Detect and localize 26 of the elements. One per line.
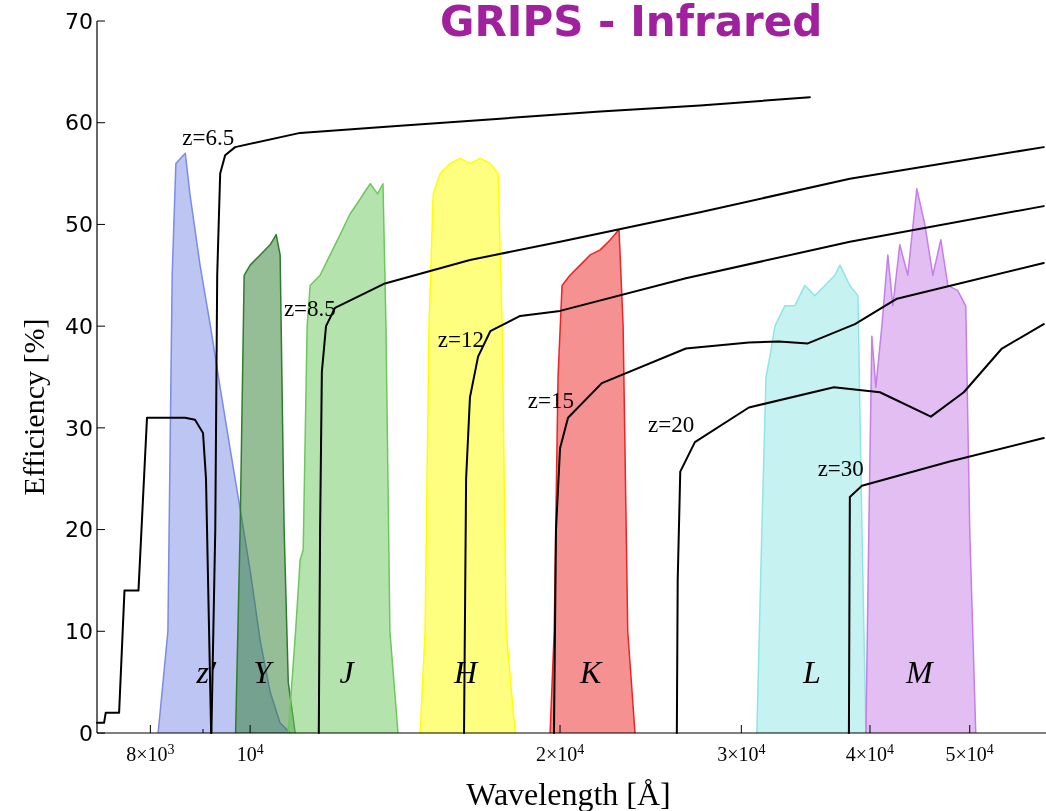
series-label: z=12	[437, 326, 484, 352]
series-label: K	[578, 654, 603, 690]
y-tick-label: 10	[65, 618, 93, 644]
x-tick-label: 5×10$^{4}$	[945, 741, 994, 765]
x-tick-label: 4×10$^{4}$	[845, 741, 895, 765]
y-tick-label: 50	[65, 212, 93, 238]
series-label: L	[802, 654, 821, 690]
y-tick-label: 0	[79, 720, 93, 746]
series-label: J	[339, 654, 356, 690]
x-tick-label: 8×10$^{3}$	[126, 741, 175, 765]
series-label: z=30	[817, 455, 864, 481]
series-label: z=8.5	[283, 296, 336, 322]
x-tick-label: 3×10$^{4}$	[717, 741, 766, 765]
series-label: z=20	[648, 412, 695, 438]
y-tick-label: 30	[65, 415, 93, 441]
y-tick-label: 20	[65, 517, 93, 543]
series-label: z=6.5	[182, 125, 235, 151]
series-label: Y	[253, 654, 275, 690]
chart-title: GRIPS - Infrared	[440, 0, 823, 46]
x-tick-label: 10$^{4}$	[236, 741, 264, 765]
y-axis-title: Efficiency [%]	[17, 318, 50, 496]
x-tick-label: 2×10$^{4}$	[535, 741, 585, 765]
y-tick-label: 40	[65, 313, 93, 339]
series-label: M	[904, 654, 935, 690]
y-tick-label: 70	[65, 8, 93, 34]
y-tick-label: 60	[65, 110, 93, 136]
